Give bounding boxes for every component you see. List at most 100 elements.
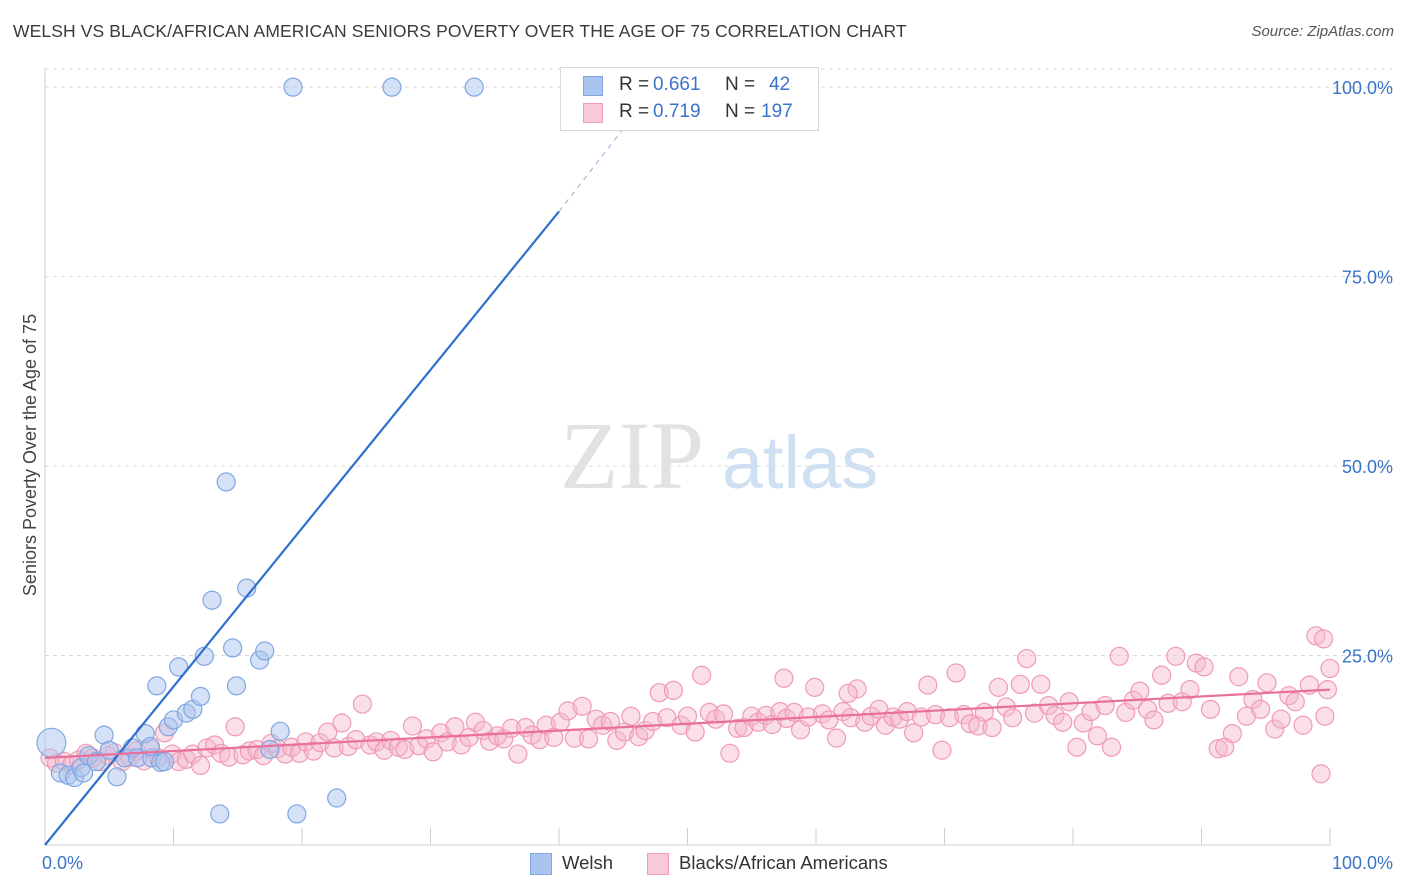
black-legend-label: Blacks/African Americans — [679, 852, 888, 873]
black-point — [558, 701, 578, 721]
black-point — [1073, 713, 1093, 733]
black-point — [805, 677, 825, 697]
black-point — [395, 739, 415, 760]
source-label: Source: ZipAtlas.com — [1251, 23, 1394, 40]
welsh-point — [107, 767, 127, 787]
y-tick-label: 25.0% — [1342, 647, 1393, 667]
black-point — [1166, 646, 1186, 666]
welsh-point — [327, 788, 347, 808]
black-point — [402, 716, 423, 736]
welsh-point — [190, 686, 211, 707]
welsh-point — [147, 676, 167, 696]
black-point — [1271, 709, 1291, 729]
black-r-label: R = — [619, 101, 650, 122]
welsh-swatch — [583, 76, 603, 96]
black-point — [1313, 629, 1334, 649]
black-point — [838, 683, 858, 704]
y-axis-label: Seniors Poverty Over the Age of 75 — [20, 314, 40, 596]
black-point — [1101, 737, 1122, 757]
welsh-legend-label: Welsh — [562, 852, 614, 873]
welsh-point — [202, 590, 222, 610]
welsh-point — [283, 77, 303, 97]
black-point — [748, 712, 768, 732]
black-point — [1045, 705, 1065, 726]
welsh-trend-extension — [558, 128, 624, 212]
black-point — [1251, 699, 1271, 719]
black-point — [720, 743, 740, 763]
welsh-point — [255, 641, 275, 661]
x-tick-label-max: 100.0% — [1332, 853, 1393, 873]
welsh-point — [223, 638, 243, 658]
black-point — [1222, 723, 1242, 744]
black-point — [282, 737, 302, 757]
black-point — [578, 729, 599, 749]
black-point — [1320, 658, 1340, 679]
y-tick-label: 75.0% — [1342, 268, 1393, 288]
black-point — [600, 711, 621, 732]
black-point — [374, 740, 394, 760]
black-point — [1229, 667, 1249, 687]
black-point — [423, 742, 443, 762]
black-point — [332, 713, 352, 733]
axes — [44, 68, 1331, 846]
black-point — [774, 668, 794, 688]
correlation-legend: R = 0.661 N = 42 R = 0.719 N = 197 — [560, 67, 819, 131]
black-point — [1285, 692, 1305, 712]
watermark-atlas: atlas — [722, 421, 878, 504]
trend-lines — [44, 128, 1331, 846]
welsh-point — [73, 763, 94, 783]
black-point — [1031, 674, 1051, 694]
black-point — [1306, 626, 1326, 646]
watermark-zip: ZIP — [560, 402, 704, 509]
welsh-point — [226, 676, 247, 696]
watermark: ZIP atlas — [560, 402, 878, 509]
black-point — [1010, 674, 1030, 694]
black-point — [1053, 712, 1073, 732]
welsh-legend-swatch — [530, 853, 552, 875]
welsh-n-label: N = — [725, 74, 756, 95]
black-point — [1257, 673, 1277, 693]
black-point — [649, 683, 669, 703]
black-point — [1293, 715, 1313, 735]
black-point — [621, 706, 641, 726]
black-point — [1180, 680, 1200, 700]
black-point — [841, 708, 861, 728]
black-point — [1116, 702, 1136, 722]
black-point — [685, 722, 705, 742]
black-point — [960, 714, 980, 734]
black-series-points — [40, 626, 1340, 784]
welsh-point — [169, 657, 189, 677]
black-point — [728, 718, 748, 738]
black-point — [1315, 706, 1335, 726]
black-point — [1144, 710, 1164, 730]
black-trend-line — [44, 688, 1331, 759]
y-tick-label: 100.0% — [1332, 78, 1393, 98]
black-point — [572, 696, 592, 716]
black-point — [1130, 681, 1150, 701]
black-point — [409, 736, 429, 756]
black-point — [346, 730, 366, 750]
black-point — [918, 675, 938, 695]
black-point — [1208, 739, 1228, 759]
black-point — [1087, 726, 1108, 746]
welsh-r-label: R = — [619, 74, 650, 95]
black-point — [1194, 657, 1214, 677]
tick-labels: 25.0% 50.0% 75.0% 100.0% 0.0% 100.0% — [42, 78, 1393, 873]
welsh-point — [216, 472, 236, 492]
black-point — [932, 740, 952, 760]
black-point — [225, 717, 245, 737]
welsh-r-value: 0.661 — [653, 74, 701, 95]
black-point — [946, 663, 966, 683]
black-point — [352, 694, 372, 714]
black-point — [861, 706, 881, 726]
welsh-point — [464, 77, 484, 97]
black-point — [1109, 646, 1129, 666]
grid-lines — [45, 68, 1392, 657]
black-point — [663, 680, 683, 701]
welsh-series-points — [36, 77, 484, 824]
black-n-value: 197 — [761, 101, 793, 122]
black-point — [713, 704, 734, 724]
black-point — [904, 723, 924, 743]
black-point — [1017, 648, 1037, 669]
